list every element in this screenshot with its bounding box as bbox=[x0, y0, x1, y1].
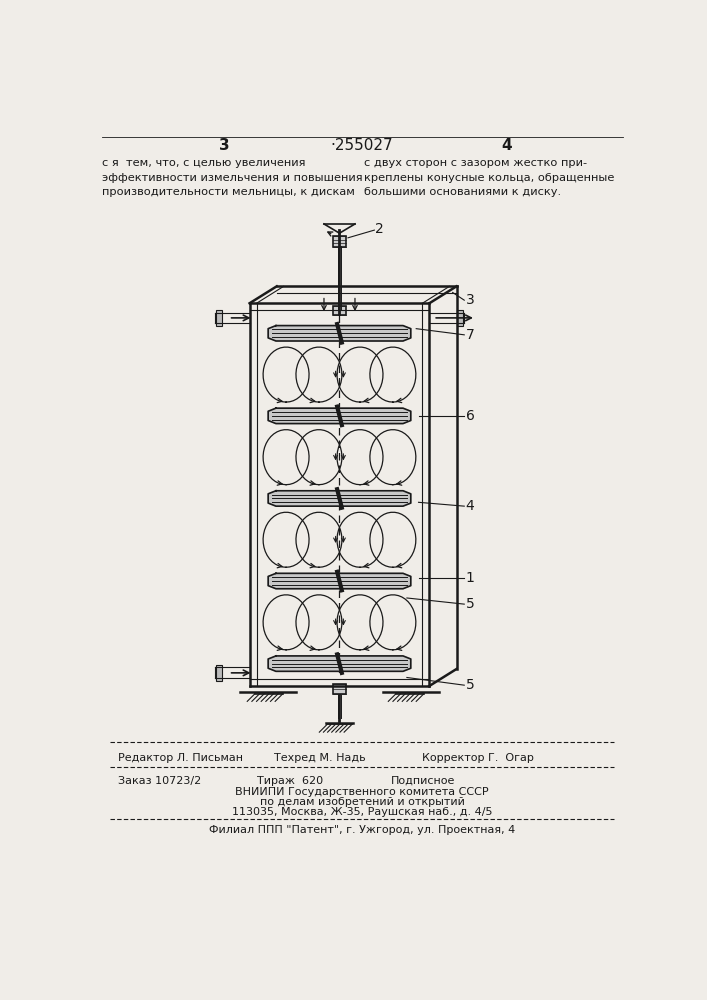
Polygon shape bbox=[268, 491, 411, 506]
Bar bbox=[457, 310, 462, 326]
Bar bbox=[216, 310, 223, 326]
Text: с двух сторон с зазором жестко при-
креплены конусные кольца, обращенные
большим: с двух сторон с зазором жестко при- креп… bbox=[363, 158, 614, 197]
Text: Подписное: Подписное bbox=[391, 776, 455, 786]
Text: 5: 5 bbox=[466, 678, 474, 692]
Text: Техред М. Надь: Техред М. Надь bbox=[274, 753, 366, 763]
Bar bbox=[333, 684, 346, 694]
Text: 3: 3 bbox=[466, 293, 474, 307]
Text: 4: 4 bbox=[466, 499, 474, 513]
Polygon shape bbox=[268, 573, 411, 589]
Text: 3: 3 bbox=[218, 138, 229, 153]
Text: с я  тем, что, с целью увеличения
эффективности измельчения и повышения
производ: с я тем, что, с целью увеличения эффекти… bbox=[103, 158, 363, 197]
Bar bbox=[332, 236, 346, 247]
Text: Тираж  620: Тираж 620 bbox=[257, 776, 323, 786]
Polygon shape bbox=[268, 656, 411, 671]
Text: ·255027: ·255027 bbox=[331, 138, 393, 153]
Text: 7: 7 bbox=[466, 328, 474, 342]
Polygon shape bbox=[268, 408, 411, 424]
Text: 6: 6 bbox=[466, 409, 474, 423]
Text: 4: 4 bbox=[501, 138, 512, 153]
Polygon shape bbox=[268, 326, 411, 341]
Text: 2: 2 bbox=[375, 222, 384, 236]
Text: Филиал ППП "Патент", г. Ужгород, ул. Проектная, 4: Филиал ППП "Патент", г. Ужгород, ул. Про… bbox=[209, 825, 515, 835]
Bar bbox=[333, 306, 346, 315]
Text: ВНИИПИ Государственного комитета СССР: ВНИИПИ Государственного комитета СССР bbox=[235, 787, 489, 797]
Bar bbox=[216, 665, 223, 681]
Text: Редактор Л. Письман: Редактор Л. Письман bbox=[118, 753, 243, 763]
Text: 5: 5 bbox=[466, 597, 474, 611]
Text: Корректор Г.  Огар: Корректор Г. Огар bbox=[421, 753, 534, 763]
Text: 1: 1 bbox=[466, 571, 474, 585]
Text: Заказ 10723/2: Заказ 10723/2 bbox=[118, 776, 201, 786]
Text: по делам изобретений и открытий: по делам изобретений и открытий bbox=[259, 797, 464, 807]
Text: 113035, Москва, Ж-35, Раушская наб., д. 4/5: 113035, Москва, Ж-35, Раушская наб., д. … bbox=[232, 807, 492, 817]
